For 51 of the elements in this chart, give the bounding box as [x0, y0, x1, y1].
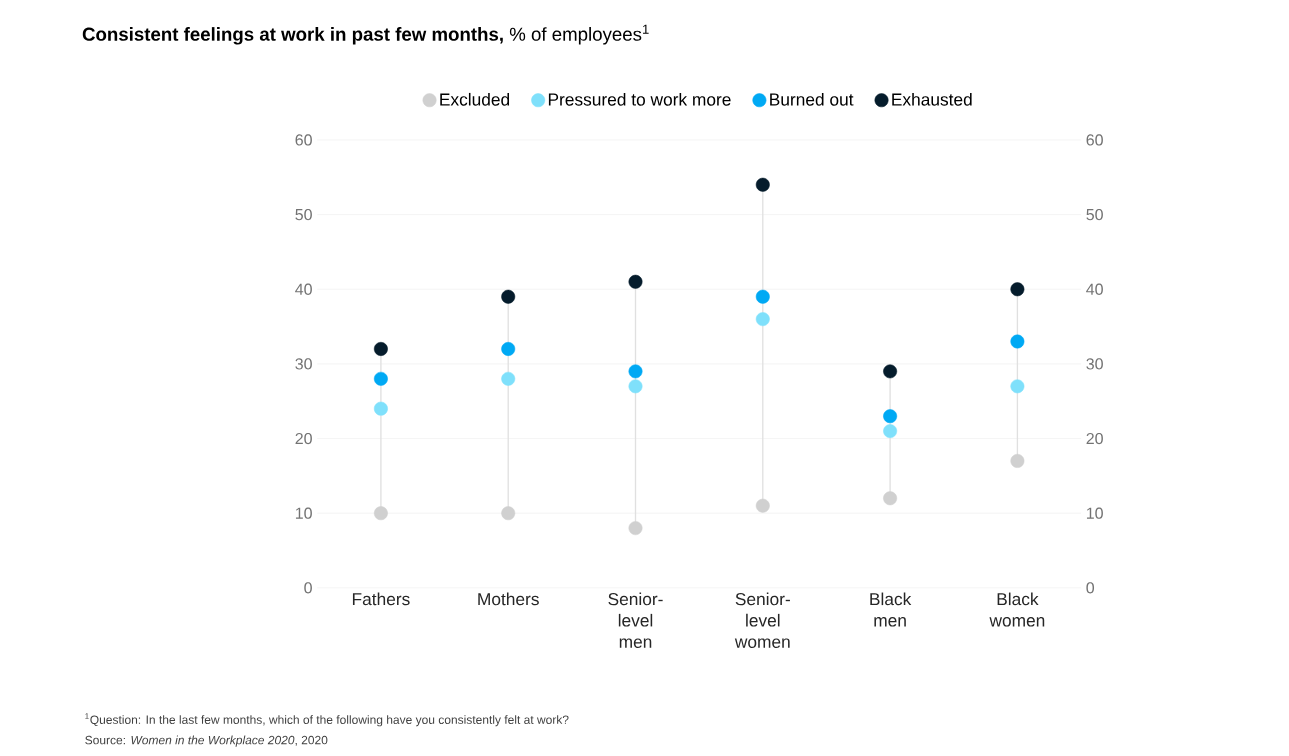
- y2-tick-label: 40: [1086, 283, 1103, 295]
- legend-label: Excluded: [440, 93, 510, 106]
- point: [755, 289, 770, 304]
- y-tick-label: 0: [304, 582, 312, 594]
- point: [373, 401, 388, 416]
- point: [883, 491, 898, 506]
- x-tick-label: Senior-level men: [608, 592, 663, 649]
- point: [501, 289, 516, 304]
- x-tick-label: Fathers: [352, 592, 410, 606]
- text: $^{1}$Question: In the last few months, which of the following have you consistently felt at work?: [85, 713, 569, 727]
- chart-title: Consistent feelings at work in past few months, % of employees$^{1}$: [82, 24, 649, 45]
- point: [755, 177, 770, 192]
- y-tick-label: 30: [295, 358, 312, 370]
- y2-tick-label: 30: [1086, 358, 1103, 370]
- point: [755, 498, 770, 513]
- y2-tick-label: 60: [1086, 134, 1103, 146]
- point: [628, 379, 643, 394]
- point: [373, 342, 388, 356]
- legend-label: Exhausted: [892, 93, 972, 106]
- x-tick-label: Black women: [989, 592, 1045, 627]
- point: [501, 342, 516, 356]
- point: [628, 521, 643, 536]
- y-tick-label: 10: [295, 507, 312, 519]
- x-tick-label: Black men: [870, 592, 912, 627]
- y2-tick-label: 50: [1086, 209, 1103, 221]
- point: [501, 371, 516, 386]
- y2-tick-label: 0: [1086, 582, 1095, 594]
- point: [501, 506, 516, 521]
- point: [373, 506, 388, 521]
- point: [373, 371, 388, 386]
- point: [1010, 454, 1025, 468]
- point: [628, 274, 643, 289]
- y2-tick-label: 10: [1086, 507, 1103, 519]
- point: [755, 312, 770, 327]
- x-tick-label: Senior-level women: [734, 592, 790, 649]
- point: [1010, 379, 1025, 394]
- y2-tick-label: 20: [1086, 432, 1103, 445]
- point: [883, 409, 898, 424]
- y-tick-label: 50: [295, 209, 312, 221]
- y-tick-label: 20: [295, 432, 312, 445]
- source-note: Source: Women in the Workplace 2020, 2020: [85, 735, 328, 747]
- x-tick-label: Mothers: [478, 592, 539, 606]
- y-tick-label: 40: [295, 283, 312, 295]
- point: [883, 364, 898, 379]
- legend-label: Pressured to work more: [548, 93, 731, 106]
- y-tick-label: 60: [295, 134, 312, 146]
- legend-label: Burned out: [770, 93, 854, 106]
- point: [1010, 282, 1025, 297]
- point: [883, 424, 898, 439]
- point: [628, 364, 643, 379]
- point: [1010, 334, 1025, 349]
